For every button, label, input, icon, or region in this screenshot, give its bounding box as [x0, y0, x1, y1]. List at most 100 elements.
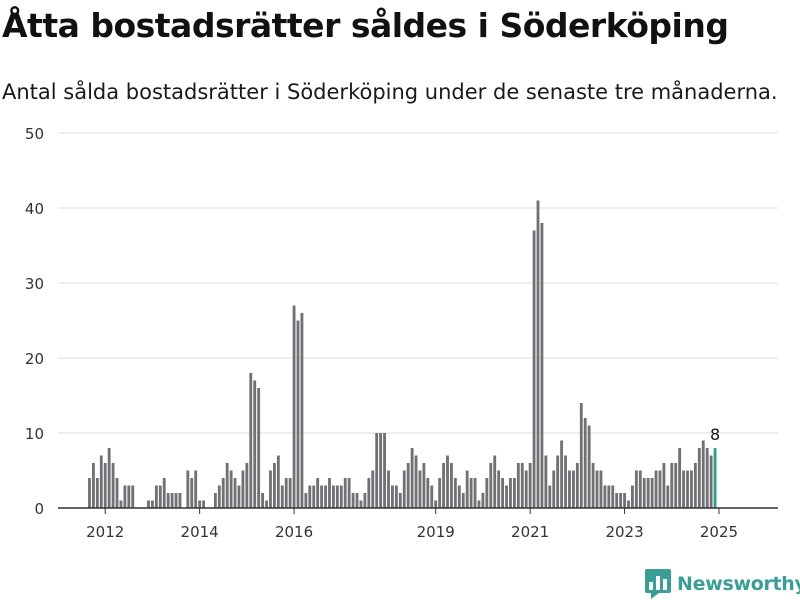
- bar: [481, 493, 485, 508]
- bar: [265, 500, 268, 508]
- bar: [611, 485, 615, 508]
- bar: [607, 485, 611, 508]
- x-tick-label: 2025: [700, 523, 738, 541]
- chart-subtitle: Antal sålda bostadsrätter i Söderköping …: [2, 80, 778, 104]
- bar: [560, 440, 564, 508]
- bar: [343, 478, 347, 508]
- bar: [107, 448, 111, 508]
- bar: [564, 455, 567, 508]
- bar: [461, 493, 465, 508]
- bar: [595, 470, 599, 508]
- bar: [438, 478, 442, 508]
- bar: [379, 433, 383, 508]
- bar: [469, 478, 473, 508]
- bar: [690, 470, 693, 508]
- bar: [296, 320, 300, 508]
- bar: [99, 455, 103, 508]
- bar: [331, 485, 335, 508]
- bar: [575, 463, 579, 508]
- bar: [194, 470, 198, 508]
- bar: [245, 463, 249, 508]
- bar: [284, 478, 288, 508]
- bar: [249, 373, 253, 508]
- bar: [642, 478, 646, 508]
- bar: [434, 500, 438, 508]
- bar: [477, 500, 481, 508]
- bar: [473, 478, 477, 508]
- bar: [646, 478, 650, 508]
- bar: [701, 440, 705, 508]
- bar: [272, 463, 276, 508]
- bar: [571, 470, 575, 508]
- x-tick-label: 2016: [275, 523, 313, 541]
- bar: [670, 463, 674, 508]
- bar: [151, 500, 154, 508]
- bar: [162, 478, 166, 508]
- bar: [253, 380, 257, 508]
- x-tick-label: 2019: [417, 523, 455, 541]
- bar: [453, 478, 457, 508]
- bar: [371, 470, 375, 508]
- bar: [280, 485, 284, 508]
- bar: [324, 485, 327, 508]
- bar: [693, 463, 697, 508]
- last-value-label: 8: [710, 425, 720, 444]
- bar: [127, 485, 131, 508]
- bar: [662, 463, 666, 508]
- bar: [540, 223, 544, 508]
- bar: [269, 470, 272, 508]
- bar: [387, 470, 390, 508]
- bar: [430, 485, 434, 508]
- bar: [237, 485, 241, 508]
- bar: [705, 448, 709, 508]
- bar: [123, 485, 127, 508]
- y-tick-label: 40: [25, 200, 44, 218]
- bar: [497, 470, 501, 508]
- bar: [166, 493, 170, 508]
- bar: [591, 463, 595, 508]
- bar: [95, 478, 99, 508]
- bar: [485, 478, 489, 508]
- bar: [131, 485, 135, 508]
- bar: [402, 470, 406, 508]
- bar: [355, 493, 359, 508]
- bar: [414, 455, 418, 508]
- bar: [300, 313, 304, 508]
- bar: [650, 478, 654, 508]
- bar: [568, 470, 571, 508]
- bar: [520, 463, 524, 508]
- y-tick-label: 10: [25, 425, 44, 443]
- y-tick-label: 0: [34, 500, 44, 518]
- bar: [697, 448, 701, 508]
- bar: [304, 493, 308, 508]
- bar: [587, 425, 591, 508]
- bar: [544, 455, 548, 508]
- chart-title: Åtta bostadsrätter såldes i Söderköping: [2, 6, 729, 45]
- bar: [257, 388, 261, 508]
- bar: [674, 463, 678, 508]
- x-tick-label: 2023: [605, 523, 643, 541]
- bar: [450, 463, 453, 508]
- bar: [631, 485, 634, 508]
- bar: [233, 478, 237, 508]
- bar: [115, 478, 119, 508]
- bar: [320, 485, 324, 508]
- bar: [328, 478, 331, 508]
- bar: [599, 470, 603, 508]
- bar: [158, 485, 162, 508]
- x-tick-label: 2012: [86, 523, 124, 541]
- bar: [394, 485, 398, 508]
- bar: [261, 493, 265, 508]
- bar: [363, 493, 367, 508]
- bar: [548, 485, 552, 508]
- bar: [198, 500, 202, 508]
- bar: [442, 463, 445, 508]
- bar-chart: 0 10 20 30 40 50 8 2012 2014 2016 2019 2021 2023 2025: [25, 125, 778, 541]
- bar: [406, 463, 410, 508]
- bar: [335, 485, 339, 508]
- bar: [347, 478, 351, 508]
- bar: [147, 500, 150, 508]
- bar: [501, 478, 505, 508]
- bar: [339, 485, 343, 508]
- bar: [312, 485, 316, 508]
